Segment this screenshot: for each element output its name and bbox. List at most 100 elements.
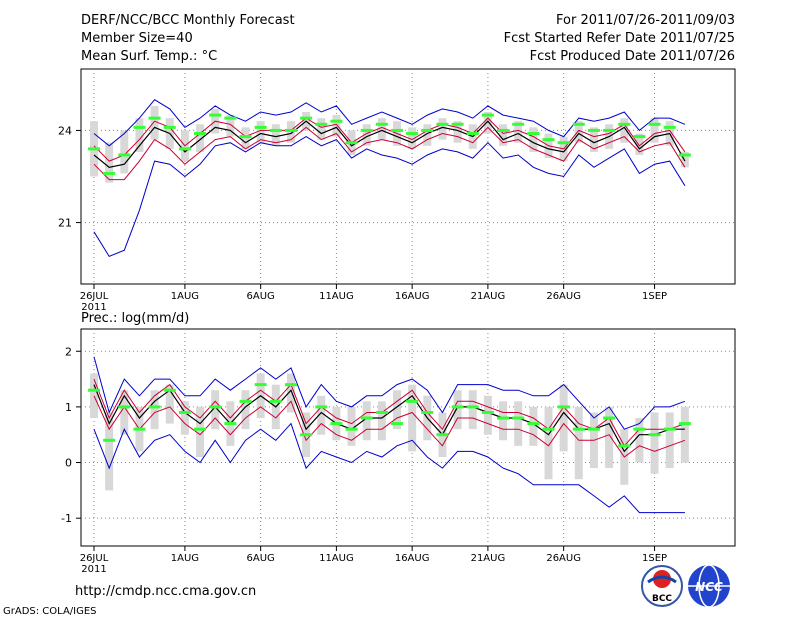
prec-spread-box-33 <box>574 406 583 480</box>
prec-spread-box-11 <box>241 390 250 430</box>
prec-spread-box-8 <box>196 406 205 457</box>
temp-spread-box-23 <box>423 124 432 146</box>
temp-ensemble-mean-10 <box>224 116 237 120</box>
prec-xtick-label-7: 1SEP <box>642 553 667 564</box>
prec-spread-box-19 <box>362 401 371 441</box>
precipitation-ensemble-means <box>88 383 691 448</box>
temp-spread-box-20 <box>377 118 386 140</box>
forecast-period: For 2011/07/26-2011/09/03 <box>556 13 735 28</box>
prec-xtick-label-2: 6AUG <box>247 553 275 564</box>
prec-spread-box-27 <box>483 395 492 435</box>
temp-max-line <box>93 99 686 147</box>
temp-xtick-label-2: 6AUG <box>247 291 275 302</box>
temp-ensemble-mean-20 <box>375 122 388 126</box>
temp-spread-box-24 <box>438 118 447 140</box>
prec-xtick-label-3: 11AUG <box>319 553 354 564</box>
temp-spread-box-29 <box>514 121 523 143</box>
prec-spread-box-25 <box>453 390 462 430</box>
prec-xtick-label-1: 1AUG <box>171 553 199 564</box>
prec-ensemble-mean-6 <box>163 388 176 392</box>
prec-spread-box-29 <box>514 401 523 446</box>
grads-credit: GrADS: COLA/IGES <box>3 606 97 617</box>
prec-ensemble-mean-7 <box>178 410 191 414</box>
prec-ensemble-mean-12 <box>254 383 267 387</box>
chart-title: DERF/NCC/BCC Monthly Forecast <box>81 13 295 28</box>
prec-spread-box-32 <box>559 384 568 452</box>
prec-spread-box-30 <box>529 406 538 446</box>
temp-q25-line <box>93 126 686 181</box>
prec-ensemble-mean-24 <box>436 433 449 437</box>
temp-ensemble-mean-19 <box>360 128 373 132</box>
prec-ensemble-mean-22 <box>406 399 419 403</box>
prec-ensemble-mean-9 <box>209 405 222 409</box>
prec-ensemble-mean-28 <box>497 416 510 420</box>
prec-spread-box-5 <box>150 390 159 430</box>
temp-ensemble-mean-31 <box>542 138 555 142</box>
variable-label: Mean Surf. Temp.: °C <box>81 49 217 64</box>
temp-spread-box-27 <box>483 112 492 134</box>
forecast-refer-date: Fcst Started Refer Date 2011/07/25 <box>504 31 735 46</box>
temp-spread-box-33 <box>574 121 583 143</box>
prec-spread-box-6 <box>165 384 174 424</box>
prec-ensemble-mean-10 <box>224 422 237 426</box>
prec-ensemble-mean-33 <box>572 427 585 431</box>
prec-ensemble-mean-23 <box>421 410 434 414</box>
prec-xtick-label-5: 21AUG <box>471 553 506 564</box>
prec-spread-box-14 <box>286 373 295 413</box>
prec-ensemble-mean-1 <box>88 388 100 392</box>
temp-ensemble-mean-26 <box>466 132 479 135</box>
prec-ensemble-mean-15 <box>300 433 313 437</box>
prec-spread-box-35 <box>605 406 614 469</box>
prec-median-line <box>93 384 685 453</box>
bcc-logo-sun <box>653 570 671 588</box>
temp-spread-box-12 <box>256 121 265 143</box>
precipitation-y-axis: -1 0 1 2 <box>61 345 81 525</box>
prec-ensemble-mean-30 <box>527 422 540 426</box>
prec-spread-box-39 <box>665 412 674 469</box>
temp-ensemble-mean-40 <box>678 153 691 157</box>
prec-ensemble-mean-11 <box>239 399 252 403</box>
prec-ensemble-mean-31 <box>542 427 555 431</box>
temp-ensemble-mean-21 <box>391 128 403 132</box>
temp-ensemble-mean-15 <box>300 116 313 120</box>
bcc-logo-text: BCC <box>652 594 672 604</box>
ncc-logo: NCC <box>688 564 730 608</box>
temp-ensemble-mean-38 <box>648 122 661 126</box>
prec-spread-box-3 <box>120 390 129 435</box>
temp-spread-box-19 <box>362 124 371 146</box>
prec-spread-box-2 <box>105 412 114 491</box>
prec-spread-box-40 <box>680 406 689 463</box>
forecast-produced-date: Fcst Produced Date 2011/07/26 <box>530 49 735 64</box>
prec-ensemble-mean-26 <box>466 405 479 409</box>
temp-ensemble-mean-29 <box>512 122 525 126</box>
temperature-plot-frame <box>80 68 736 285</box>
temp-xtick-label-7: 1SEP <box>642 291 667 302</box>
temp-ytick-label-1: 24 <box>58 124 72 137</box>
temp-xtick-label-1: 1AUG <box>171 291 199 302</box>
temp-spread-box-14 <box>286 121 295 143</box>
temp-median-line <box>93 120 686 168</box>
temp-q75-line <box>93 117 686 162</box>
temperature-boxes <box>90 105 689 183</box>
prec-spread-box-21 <box>393 390 401 430</box>
temperature-ensemble-means <box>88 113 691 175</box>
temp-ensemble-mean-7 <box>178 147 191 151</box>
temp-ensemble-mean-18 <box>345 141 358 145</box>
temp-ensemble-mean-30 <box>527 132 540 135</box>
temperature-lines <box>93 99 686 258</box>
prec-ensemble-mean-25 <box>451 405 464 409</box>
temp-spread-box-10 <box>226 115 235 137</box>
prec-xtick-label-4: 16AUG <box>395 553 430 564</box>
temp-ensemble-mean-8 <box>194 132 207 135</box>
prec-spread-box-9 <box>211 390 220 430</box>
source-url: http://cmdp.ncc.cma.gov.cn <box>75 584 256 599</box>
temp-spread-box-5 <box>150 105 159 140</box>
temp-ensemble-mean-4 <box>133 125 146 129</box>
member-size-label: Member Size=40 <box>81 31 193 46</box>
temp-ytick-label-0: 21 <box>58 217 72 230</box>
precipitation-x-axis: 26JUL 1AUG 6AUG 11AUG 16AUG 21AUG 26AUG 1SEP 201… <box>80 546 667 575</box>
prec-ensemble-mean-39 <box>663 427 676 431</box>
temperature-panel: 21 24 26JUL 1AUG 6AUG 11AUG 16AUG 21AUG 26AUG 1S… <box>58 68 736 313</box>
prec-ensemble-mean-18 <box>345 427 358 431</box>
prec-ensemble-mean-21 <box>391 422 403 426</box>
